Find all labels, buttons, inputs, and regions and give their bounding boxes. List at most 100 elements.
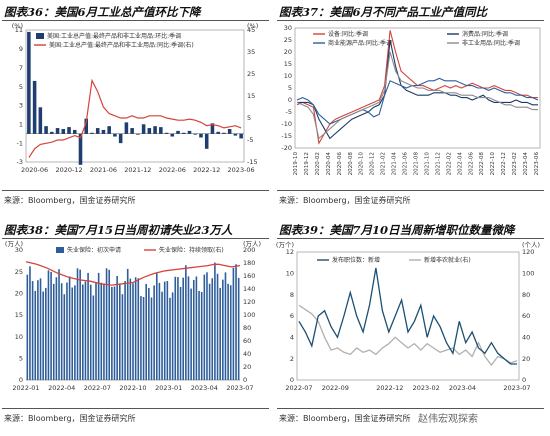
plot-frame [294, 27, 541, 149]
y2-tick-label: 35 [247, 48, 255, 56]
x-tick-label: 2022-04 [48, 384, 75, 392]
bar [145, 283, 148, 380]
bar [182, 277, 184, 380]
y2-tick-label: 60 [522, 312, 530, 320]
y2-tick-label: 45 [247, 26, 255, 34]
bar [192, 279, 195, 380]
x-tick-label: 2023-06 [534, 152, 540, 176]
bar [34, 290, 37, 380]
bar [211, 278, 214, 380]
x-tick-label: 2019-12 [304, 152, 310, 175]
y-tick-label: -1 [17, 139, 23, 147]
chart-title: 图表37：美国6月不同产品工业产值同比 [279, 5, 488, 19]
chart-panel-37: 图表37：美国6月不同产品工业产值同比 30 25 20 15 10 5 0 -5 -10 -15… [275, 0, 550, 218]
bar [29, 266, 31, 380]
bar [52, 283, 55, 380]
y-tick-label: 30 [284, 24, 292, 32]
bar [84, 118, 89, 134]
y-tick-label: 4 [290, 334, 294, 342]
y2-tick-label: 15 [247, 92, 255, 100]
y-tick-label: 8 [290, 291, 294, 299]
bar [147, 128, 152, 134]
x-tick-label: 2020-08 [348, 152, 354, 176]
bar [55, 277, 58, 380]
legend-label: 美国:工业总产值:最终产品和非工业用品:同比:季调(右) [49, 41, 194, 49]
bar [50, 131, 54, 134]
bar [142, 296, 145, 380]
bar [141, 124, 146, 134]
y-tick-label: 25 [284, 36, 292, 44]
y-tick-label: 5 [288, 84, 292, 92]
bar [174, 276, 177, 380]
bar [193, 133, 198, 135]
bar [111, 286, 113, 380]
bar [95, 128, 100, 134]
bar [27, 31, 31, 134]
bar [153, 126, 157, 134]
bar [161, 291, 163, 380]
x-tick-label: 2023-07 [226, 384, 253, 392]
chart-source: 来源：Bloomberg，国金证券研究所 [279, 414, 411, 423]
chart-panel-36: 图表36：美国6月工业总产值环比下降 (%) (%) 11 9 7 5 3 1 -1 -3 45 35… [0, 0, 275, 218]
bar [187, 276, 190, 380]
bar [100, 282, 103, 380]
y-tick-label: 25 [15, 268, 23, 276]
bar [169, 297, 171, 380]
bar [214, 262, 216, 380]
bar [136, 133, 140, 135]
x-tick-label: 2022-04 [457, 152, 463, 176]
chart-title: 图表39：美国7月10日当周新增职位数量微降 [279, 223, 515, 237]
y-tick-label: 11 [15, 26, 23, 34]
bar [204, 133, 209, 149]
bar [26, 274, 29, 380]
bar [179, 287, 182, 380]
bar [159, 127, 163, 134]
y-tick-label: -20 [281, 144, 292, 152]
bar [124, 122, 129, 134]
bar [200, 291, 203, 380]
left-axis-unit: (%) [12, 22, 23, 30]
bar [60, 283, 63, 380]
y-tick-label: 7 [19, 64, 23, 72]
x-tick-label: 2023-04 [523, 152, 529, 176]
y2-tick-label: 80 [243, 324, 251, 332]
legend-label: 发布职位数：新增 [332, 256, 380, 264]
bar [126, 268, 129, 380]
y-tick-label: 5 [19, 355, 23, 363]
bar [95, 282, 97, 380]
y2-tick-label: 200 [243, 246, 255, 254]
source-rule [277, 190, 544, 191]
source-rule [2, 190, 269, 191]
right-axis-unit: (个人) [522, 241, 540, 249]
bar [61, 129, 66, 134]
bar [47, 270, 50, 380]
x-tick-label: 2023-07 [503, 384, 530, 392]
y-tick-label: 1 [19, 120, 23, 128]
bar [229, 285, 232, 380]
bar [170, 133, 175, 137]
y2-tick-label: 100 [522, 270, 534, 278]
bar [233, 133, 238, 136]
bar [199, 133, 203, 138]
bar [44, 126, 48, 134]
bar [124, 281, 126, 380]
y-tick-label: 20 [284, 48, 292, 56]
bar [235, 264, 237, 380]
chart-source: 来源：Bloomberg，国金证券研究所 [4, 414, 136, 423]
bar [222, 132, 226, 134]
plot-frame [25, 29, 245, 163]
bar [176, 130, 180, 134]
chart-panel-38: 图表38：美国7月15日当周初请失业23万人 (万人) (万人) 30 25 20 15 1… [0, 218, 275, 436]
y-tick-label: 2 [290, 355, 294, 363]
y2-tick-label: 120 [243, 298, 255, 306]
right-axis-unit: (%) [247, 22, 258, 30]
bar [198, 290, 200, 380]
bar [153, 285, 155, 380]
bar [108, 269, 111, 380]
x-tick-label: 2022-08 [479, 152, 485, 176]
bar [163, 281, 166, 380]
series-line [298, 304, 518, 367]
y-tick-label: 0 [290, 376, 294, 384]
title-rule [277, 238, 544, 239]
